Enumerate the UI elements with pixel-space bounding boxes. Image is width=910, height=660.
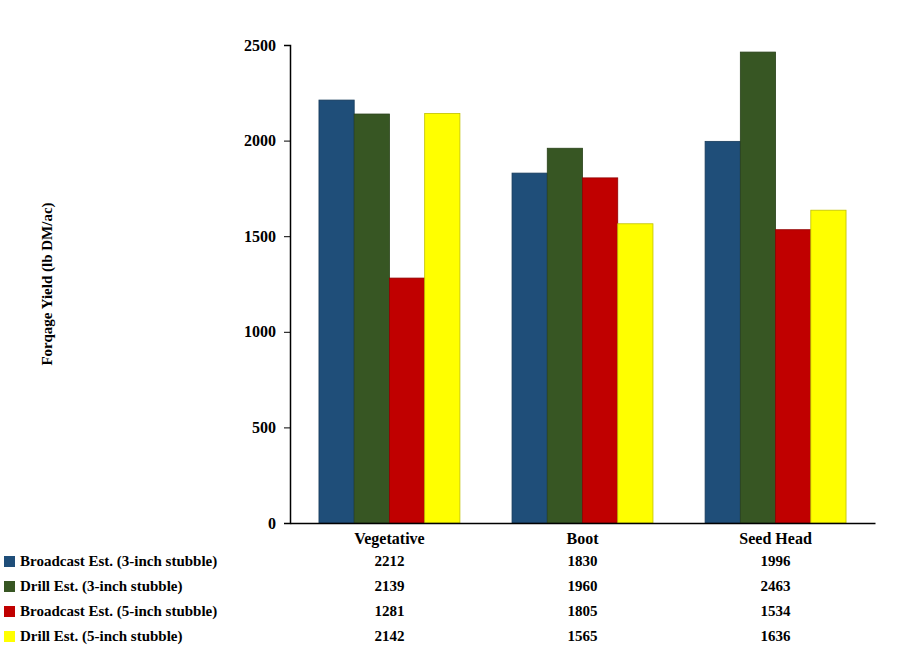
data-table: Broadcast Est. (3-inch stubble) 2212 1830 1… [4, 553, 791, 645]
legend-swatch [4, 631, 15, 642]
bar [547, 148, 582, 523]
table-value: 2142 [374, 628, 404, 644]
tick: 2500 [244, 37, 290, 54]
tick-label: 2500 [244, 37, 276, 54]
table-value: 1636 [761, 628, 792, 644]
bar [425, 113, 460, 523]
x-axis: Vegetative Boot Seed Head [291, 523, 876, 548]
table-value: 2463 [761, 578, 791, 594]
table-value: 1281 [374, 603, 404, 619]
axis-line [284, 46, 291, 524]
bar [354, 114, 389, 523]
bar [618, 224, 653, 523]
bars [319, 52, 846, 523]
tick-label: 1500 [244, 228, 276, 245]
tick-mark [284, 236, 290, 237]
legend-swatch [4, 606, 15, 617]
tick: Vegetative [354, 523, 425, 548]
legend-label: Drill Est. (3-inch stubble) [20, 578, 183, 595]
table-value: 1996 [761, 553, 792, 569]
tick: 1500 [244, 228, 290, 245]
legend-label: Broadcast Est. (3-inch stubble) [20, 553, 217, 570]
table-value: 1830 [568, 553, 598, 569]
bar [512, 173, 547, 523]
tick: 0 [268, 515, 290, 532]
axis-line [291, 523, 876, 525]
table-value: 1960 [568, 578, 598, 594]
bar [811, 210, 846, 523]
legend-swatch [4, 581, 15, 592]
bar [319, 100, 354, 523]
table-value: 1805 [568, 603, 598, 619]
y-axis-title: Forqage Yield (lb DM/ac) [39, 202, 56, 365]
tick-label: 1000 [244, 323, 276, 340]
tick-mark [284, 141, 290, 142]
table-value: 2212 [374, 553, 404, 569]
bar [776, 230, 811, 523]
tick-label: Boot [567, 530, 600, 547]
tick-mark [284, 523, 290, 524]
tick-label: 500 [252, 419, 276, 436]
bar [740, 52, 775, 523]
table-value: 1534 [761, 603, 792, 619]
tick: 500 [252, 419, 290, 436]
tick: 2000 [244, 132, 290, 149]
tick: 1000 [244, 323, 290, 340]
tick-label: Seed Head [739, 530, 812, 547]
tick-mark [284, 45, 290, 46]
legend-label: Broadcast Est. (5-inch stubble) [20, 603, 217, 620]
tick-label: 0 [268, 515, 276, 532]
table-value: 2139 [374, 578, 404, 594]
tick-label: Vegetative [354, 530, 425, 548]
tick-mark [284, 427, 290, 428]
legend-label: Drill Est. (5-inch stubble) [20, 628, 183, 645]
tick-mark [284, 332, 290, 333]
legend-swatch [4, 556, 15, 567]
table-value: 1565 [568, 628, 598, 644]
bar [389, 278, 424, 523]
y-axis: 0 500 1000 1500 2000 2500 [244, 37, 291, 532]
tick: Boot [567, 523, 600, 547]
tick: Seed Head [739, 523, 812, 547]
bar [583, 178, 618, 523]
bar [705, 141, 740, 523]
chart: 0 500 1000 1500 2000 2500 Vegetative Boot Seed H… [0, 0, 910, 660]
tick-label: 2000 [244, 132, 276, 149]
